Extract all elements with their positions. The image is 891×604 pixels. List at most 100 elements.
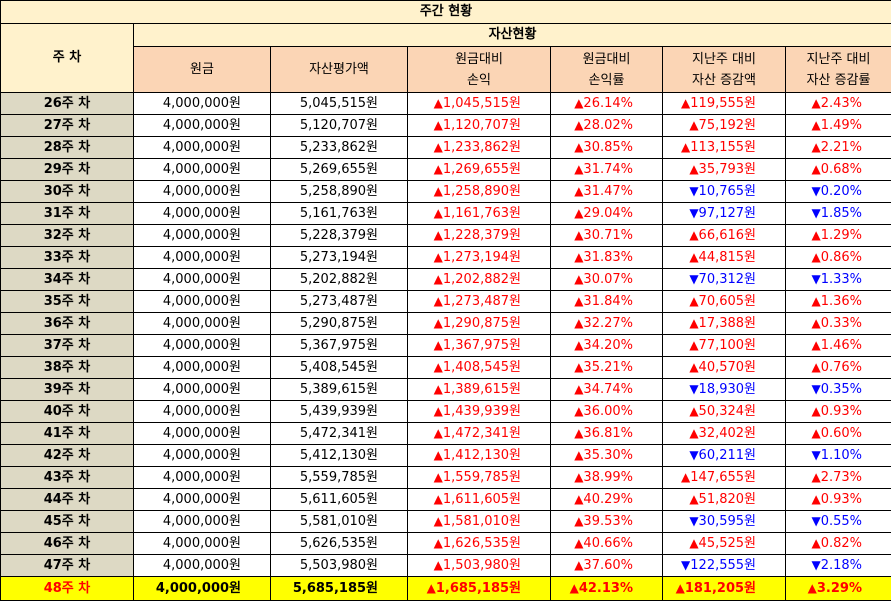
profit-rate-cell-value: 30.07%	[583, 272, 633, 287]
valuation-cell: 5,258,890원	[270, 180, 408, 203]
profit-rate-cell-value: 38.99%	[583, 470, 633, 485]
profit-loss-cell: ▲1,412,130원	[407, 444, 551, 467]
triangle-up-icon: ▲	[811, 360, 821, 374]
principal-cell: 4,000,000원	[133, 444, 271, 467]
weekly-change-cell-value: 97,127원	[698, 206, 756, 221]
triangle-up-icon: ▲	[433, 184, 443, 198]
weekly-rate-cell-value: 1.36%	[820, 294, 862, 309]
table-row: 31주 차 4,000,000원 5,161,763원 ▲1,161,763원 ▲29.…	[0, 202, 891, 225]
profit-loss-cell-value: 1,581,010원	[442, 514, 521, 529]
week-cell: 26주 차	[0, 92, 134, 115]
profit-loss-cell-value: 1,611,605원	[442, 492, 521, 507]
weekly-rate-cell-value: 1.29%	[820, 228, 862, 243]
weekly-rate-cell-value: 0.20%	[820, 184, 862, 199]
triangle-up-icon: ▲	[807, 581, 817, 595]
triangle-up-icon: ▲	[574, 492, 584, 506]
profit-rate-cell-value: 37.60%	[583, 558, 633, 573]
weekly-rate-cell: ▼1.10%	[785, 444, 891, 467]
week-cell: 30주 차	[0, 180, 134, 203]
triangle-up-icon: ▲	[433, 382, 443, 396]
triangle-up-icon: ▲	[433, 448, 443, 462]
weekly-rate-cell: ▲0.33%	[785, 312, 891, 335]
profit-rate-cell-value: 35.21%	[583, 360, 633, 375]
profit-rate-cell-value: 28.02%	[583, 118, 633, 133]
valuation-header: 자산평가액	[270, 46, 408, 93]
profit-rate-cell: ▲36.00%	[550, 400, 663, 423]
triangle-up-icon: ▲	[433, 360, 443, 374]
weekly-change-cell-value: 18,930원	[698, 382, 756, 397]
profit-loss-cell-value: 1,120,707원	[442, 118, 521, 133]
triangle-down-icon: ▼	[689, 448, 699, 462]
principal-cell: 4,000,000원	[133, 92, 271, 115]
weekly-change-cell-value: 113,155원	[690, 140, 756, 155]
triangle-up-icon: ▲	[681, 470, 691, 484]
weekly-rate-cell: ▼2.18%	[785, 554, 891, 577]
triangle-up-icon: ▲	[811, 492, 821, 506]
triangle-up-icon: ▲	[574, 250, 584, 264]
weekly-rate-cell: ▲0.68%	[785, 158, 891, 181]
weekly-rate-cell: ▼0.20%	[785, 180, 891, 203]
profit-loss-cell: ▲1,685,185원	[407, 576, 551, 601]
table-row: 44주 차 4,000,000원 5,611,605원 ▲1,611,605원 ▲40.…	[0, 488, 891, 511]
weekly-rate-cell-value: 0.93%	[820, 492, 862, 507]
valuation-cell: 5,273,487원	[270, 290, 408, 313]
triangle-up-icon: ▲	[574, 536, 584, 550]
profit-rate-cell: ▲35.21%	[550, 356, 663, 379]
triangle-up-icon: ▲	[433, 514, 443, 528]
profit-loss-cell-value: 1,202,882원	[442, 272, 521, 287]
triangle-up-icon: ▲	[433, 206, 443, 220]
profit-rate-cell-value: 30.71%	[583, 228, 633, 243]
triangle-up-icon: ▲	[689, 492, 699, 506]
triangle-down-icon: ▼	[811, 448, 821, 462]
valuation-cell: 5,503,980원	[270, 554, 408, 577]
profit-rate-cell-value: 34.74%	[583, 382, 633, 397]
principal-cell: 4,000,000원	[133, 224, 271, 247]
weekly-rate-cell: ▲1.49%	[785, 114, 891, 137]
valuation-cell: 5,581,010원	[270, 510, 408, 533]
profit-loss-cell-value: 1,626,535원	[442, 536, 521, 551]
profit-rate-cell-value: 31.84%	[583, 294, 633, 309]
triangle-down-icon: ▼	[689, 272, 699, 286]
weekly-change-cell: ▲75,192원	[662, 114, 786, 137]
valuation-cell: 5,161,763원	[270, 202, 408, 225]
triangle-up-icon: ▲	[574, 294, 584, 308]
profit-rate-cell-value: 40.29%	[583, 492, 633, 507]
week-cell: 44주 차	[0, 488, 134, 511]
triangle-up-icon: ▲	[433, 536, 443, 550]
weekly-change-cell: ▼97,127원	[662, 202, 786, 225]
weekly-rate-cell: ▲1.36%	[785, 290, 891, 313]
triangle-up-icon: ▲	[811, 228, 821, 242]
table-row: 34주 차 4,000,000원 5,202,882원 ▲1,202,882원 ▲30.…	[0, 268, 891, 291]
week-cell: 37주 차	[0, 334, 134, 357]
weekly-change-cell-value: 51,820원	[698, 492, 756, 507]
principal-cell: 4,000,000원	[133, 290, 271, 313]
profit-loss-cell: ▲1,228,379원	[407, 224, 551, 247]
weekly-change-cell: ▲66,616원	[662, 224, 786, 247]
profit-loss-cell: ▲1,045,515원	[407, 92, 551, 115]
weekly-change-header: 지난주 대비 자산 증감액	[662, 46, 786, 93]
triangle-down-icon: ▼	[811, 272, 821, 286]
triangle-up-icon: ▲	[574, 514, 584, 528]
weekly-change-cell: ▲32,402원	[662, 422, 786, 445]
weekly-change-cell: ▲50,324원	[662, 400, 786, 423]
principal-cell: 4,000,000원	[133, 576, 271, 601]
weekly-change-cell: ▲113,155원	[662, 136, 786, 159]
triangle-up-icon: ▲	[433, 338, 443, 352]
triangle-up-icon: ▲	[569, 581, 579, 595]
profit-loss-cell: ▲1,626,535원	[407, 532, 551, 555]
weekly-change-cell-value: 70,605원	[698, 294, 756, 309]
table-row: 43주 차 4,000,000원 5,559,785원 ▲1,559,785원 ▲38.…	[0, 466, 891, 489]
triangle-up-icon: ▲	[574, 360, 584, 374]
principal-cell: 4,000,000원	[133, 136, 271, 159]
triangle-down-icon: ▼	[811, 514, 821, 528]
triangle-up-icon: ▲	[811, 118, 821, 132]
week-cell: 43주 차	[0, 466, 134, 489]
valuation-cell: 5,202,882원	[270, 268, 408, 291]
profit-loss-cell: ▲1,367,975원	[407, 334, 551, 357]
principal-cell: 4,000,000원	[133, 510, 271, 533]
profit-rate-cell: ▲31.84%	[550, 290, 663, 313]
week-header: 주 차	[0, 23, 134, 93]
weekly-change-cell-value: 77,100원	[698, 338, 756, 353]
principal-cell: 4,000,000원	[133, 532, 271, 555]
principal-cell: 4,000,000원	[133, 488, 271, 511]
